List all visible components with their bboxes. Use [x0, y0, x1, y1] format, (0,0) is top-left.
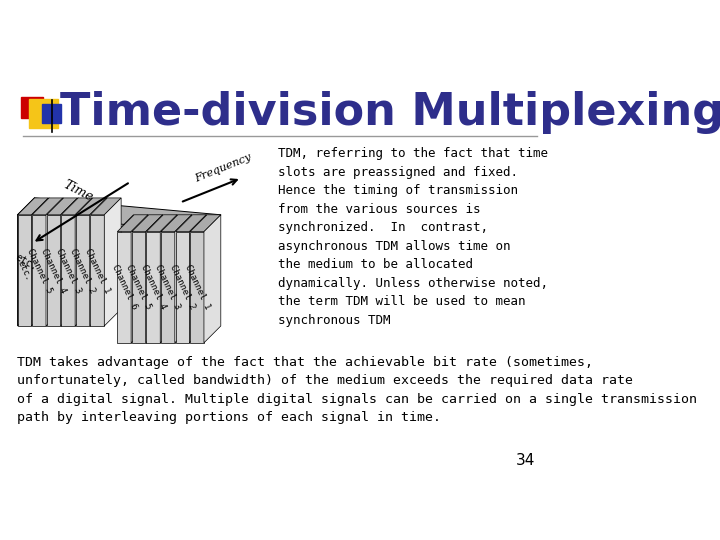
Polygon shape	[76, 215, 90, 326]
Text: Channel 1: Channel 1	[83, 247, 112, 294]
Polygon shape	[32, 215, 46, 326]
Polygon shape	[47, 215, 60, 326]
Polygon shape	[76, 198, 107, 215]
Text: Channel 5: Channel 5	[24, 247, 53, 294]
Text: 34: 34	[516, 453, 535, 468]
Polygon shape	[146, 215, 177, 232]
Bar	[29, 99, 58, 128]
Polygon shape	[176, 232, 189, 343]
Text: Time: Time	[61, 178, 96, 204]
Bar	[42, 104, 61, 123]
Polygon shape	[17, 215, 32, 326]
Polygon shape	[32, 198, 48, 326]
Polygon shape	[104, 198, 121, 326]
Polygon shape	[75, 198, 92, 326]
Polygon shape	[189, 215, 206, 343]
Text: Channel 6: Channel 6	[110, 264, 138, 311]
Polygon shape	[117, 215, 148, 232]
Text: Channel 5: Channel 5	[125, 264, 153, 311]
Polygon shape	[61, 215, 75, 326]
Polygon shape	[17, 198, 48, 215]
Polygon shape	[117, 232, 131, 343]
Polygon shape	[175, 215, 192, 343]
Text: TDM, referring to the fact that time
slots are preassigned and fixed.
Hence the : TDM, referring to the fact that time slo…	[279, 147, 549, 327]
Text: etc.: etc.	[14, 252, 39, 272]
Polygon shape	[176, 215, 206, 232]
Polygon shape	[61, 198, 92, 215]
Polygon shape	[132, 215, 163, 232]
Polygon shape	[91, 215, 104, 326]
Text: Channel 4: Channel 4	[40, 247, 68, 294]
Text: Time-division Multiplexing: Time-division Multiplexing	[60, 91, 720, 134]
Polygon shape	[145, 215, 163, 343]
Polygon shape	[161, 232, 175, 343]
Text: Channel 3: Channel 3	[153, 264, 182, 311]
Polygon shape	[204, 215, 221, 343]
Text: Frequency: Frequency	[193, 152, 253, 184]
Polygon shape	[190, 232, 204, 343]
Polygon shape	[17, 198, 35, 326]
Text: TDM takes advantage of the fact that the achievable bit rate (sometimes,
unfortu: TDM takes advantage of the fact that the…	[17, 356, 697, 424]
Polygon shape	[60, 198, 78, 326]
Bar	[22, 97, 43, 118]
Text: Channel 4: Channel 4	[139, 264, 168, 311]
Polygon shape	[17, 198, 221, 232]
Polygon shape	[32, 198, 63, 215]
Polygon shape	[161, 215, 192, 232]
Text: Channel 2: Channel 2	[68, 247, 97, 294]
Polygon shape	[132, 232, 145, 343]
Text: etc.: etc.	[16, 259, 33, 282]
Text: Channel 2: Channel 2	[168, 264, 197, 311]
Polygon shape	[47, 198, 78, 215]
Text: Channel 3: Channel 3	[54, 247, 83, 294]
Polygon shape	[146, 232, 161, 343]
Polygon shape	[90, 198, 107, 326]
Polygon shape	[190, 215, 221, 232]
Polygon shape	[91, 198, 121, 215]
Polygon shape	[46, 198, 63, 326]
Text: Channel 1: Channel 1	[183, 264, 212, 311]
Polygon shape	[161, 215, 177, 343]
Polygon shape	[131, 215, 148, 343]
